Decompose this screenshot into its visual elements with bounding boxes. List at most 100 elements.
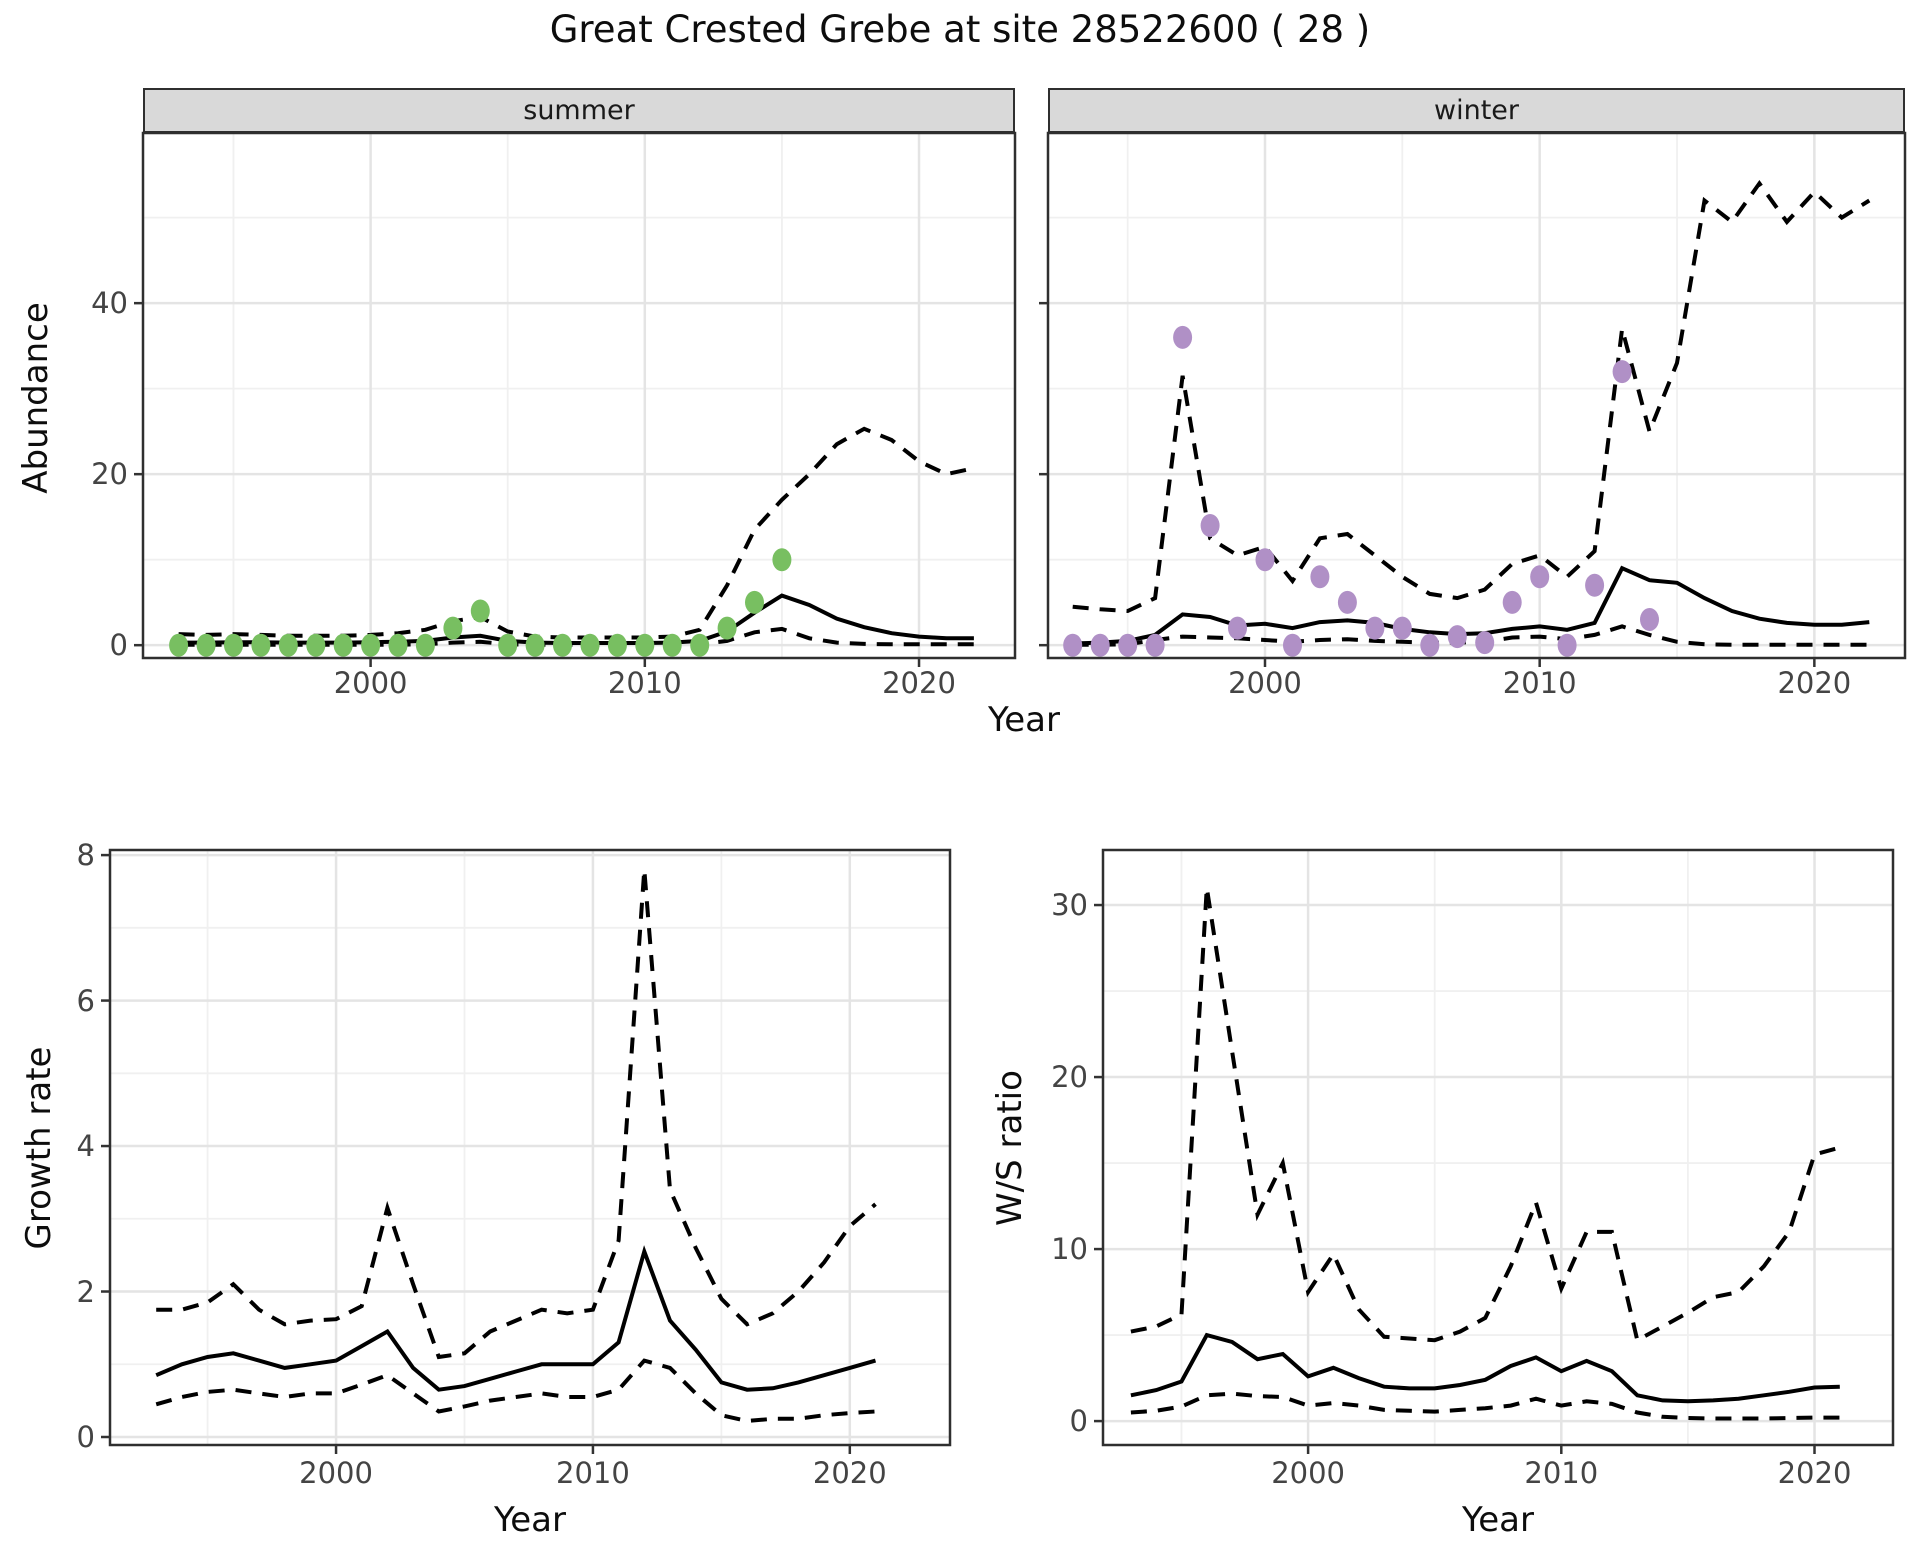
panel-abundance-winter xyxy=(1039,131,1907,667)
data-point-observed xyxy=(470,599,490,623)
data-point-observed xyxy=(690,633,710,657)
data-point-observed xyxy=(1337,590,1357,614)
data-point-observed xyxy=(224,633,243,657)
facet-strip-winter: winter xyxy=(1048,88,1905,133)
x-tick-label: 2010 xyxy=(1502,666,1577,700)
x-tick-label: 2000 xyxy=(1271,1456,1345,1490)
data-point-observed xyxy=(1145,633,1165,657)
x-tick-label: 2000 xyxy=(299,1456,373,1490)
data-point-observed xyxy=(196,633,216,657)
y-tick-label: 0 xyxy=(109,628,128,663)
panel-ws-ratio xyxy=(1094,848,1895,1454)
data-point-observed xyxy=(443,616,463,640)
data-point-observed xyxy=(1283,633,1302,657)
data-point-observed xyxy=(1228,616,1247,640)
panel-border xyxy=(141,131,1017,660)
facet-strip-summer-label: summer xyxy=(523,95,635,126)
data-point-observed xyxy=(662,633,682,657)
series-upper-ci xyxy=(1130,887,1841,1344)
data-point-observed xyxy=(1640,608,1659,631)
series-lower-ci xyxy=(1130,1391,1840,1421)
series-lower-ci xyxy=(155,1358,876,1424)
data-point-observed xyxy=(1557,633,1577,657)
panel-border xyxy=(1101,848,1895,1447)
panel-border xyxy=(108,848,952,1447)
data-point-observed xyxy=(388,633,408,657)
data-point-observed xyxy=(1365,616,1385,640)
data-point-observed xyxy=(1200,514,1220,537)
data-point-observed xyxy=(1420,633,1440,657)
x-tick-label: 2020 xyxy=(1777,666,1852,700)
x-axis-title-growth: Year xyxy=(494,1500,566,1540)
data-point-observed xyxy=(1585,573,1605,597)
y-tick-label: 20 xyxy=(91,457,128,492)
data-point-observed xyxy=(1612,360,1632,384)
panel-growth-rate xyxy=(101,848,952,1454)
panel-border xyxy=(1046,131,1907,660)
data-point-observed xyxy=(1255,548,1275,572)
data-point-observed xyxy=(717,616,737,640)
series-predicted xyxy=(155,1245,877,1392)
data-point-observed xyxy=(745,590,764,614)
data-point-observed xyxy=(1090,633,1110,657)
series-upper-ci xyxy=(1072,179,1871,614)
data-point-observed xyxy=(333,633,353,657)
x-tick-label: 2010 xyxy=(1524,1456,1599,1490)
x-tick-label: 2010 xyxy=(556,1456,630,1490)
y-tick-label: 10 xyxy=(1051,1232,1088,1267)
data-point-observed xyxy=(1063,633,1083,657)
data-point-observed xyxy=(1475,631,1495,655)
data-point-observed xyxy=(1392,616,1412,640)
y-tick-label: 4 xyxy=(76,1129,95,1164)
facet-strip-winter-label: winter xyxy=(1434,95,1519,126)
y-axis-title-abundance: Abundance xyxy=(16,302,56,494)
series-predicted xyxy=(1072,565,1870,646)
data-point-observed xyxy=(251,633,271,657)
data-point-observed xyxy=(635,633,655,657)
x-tick-label: 2000 xyxy=(1228,666,1302,700)
series-upper-ci xyxy=(156,869,877,1360)
y-tick-label: 6 xyxy=(76,983,95,1018)
panel-background xyxy=(110,850,950,1445)
x-tick-label: 2020 xyxy=(882,666,956,700)
x-axis-title-ws: Year xyxy=(1462,1500,1534,1540)
x-axis-title-top: Year xyxy=(988,700,1060,740)
data-point-observed xyxy=(498,633,518,657)
y-tick-label: 30 xyxy=(1051,888,1088,923)
data-point-observed xyxy=(772,548,792,572)
y-tick-label: 2 xyxy=(76,1274,95,1309)
series-predicted xyxy=(1130,1332,1840,1404)
data-point-observed xyxy=(415,633,435,657)
data-point-observed xyxy=(278,633,298,657)
chart-title: Great Crested Grebe at site 28522600 ( 2… xyxy=(549,8,1371,51)
y-tick-label: 20 xyxy=(1051,1060,1088,1095)
series-upper-ci xyxy=(178,426,975,640)
data-point-observed xyxy=(607,633,627,657)
data-point-observed xyxy=(580,633,600,657)
x-tick-label: 2020 xyxy=(1777,1456,1852,1490)
facet-strip-summer: summer xyxy=(143,88,1015,133)
panel-background xyxy=(143,133,1015,658)
panel-background xyxy=(1103,850,1893,1445)
data-point-observed xyxy=(1530,565,1550,589)
data-point-observed xyxy=(1447,625,1467,649)
data-point-observed xyxy=(306,633,326,657)
x-tick-label: 2010 xyxy=(607,666,682,700)
x-tick-label: 2020 xyxy=(812,1456,887,1490)
data-point-observed xyxy=(1502,590,1522,614)
data-point-observed xyxy=(361,633,381,657)
data-point-observed xyxy=(553,633,572,657)
y-tick-label: 0 xyxy=(76,1419,95,1454)
data-point-observed xyxy=(169,633,189,657)
x-tick-label: 2000 xyxy=(333,666,408,700)
y-tick-label: 0 xyxy=(1069,1404,1088,1439)
data-point-observed xyxy=(1173,325,1193,349)
y-tick-label: 40 xyxy=(91,286,128,321)
data-point-observed xyxy=(1310,565,1330,589)
data-point-observed xyxy=(1118,633,1138,657)
data-point-observed xyxy=(525,633,545,657)
y-tick-label: 8 xyxy=(76,838,95,873)
panel-background xyxy=(1048,133,1905,658)
